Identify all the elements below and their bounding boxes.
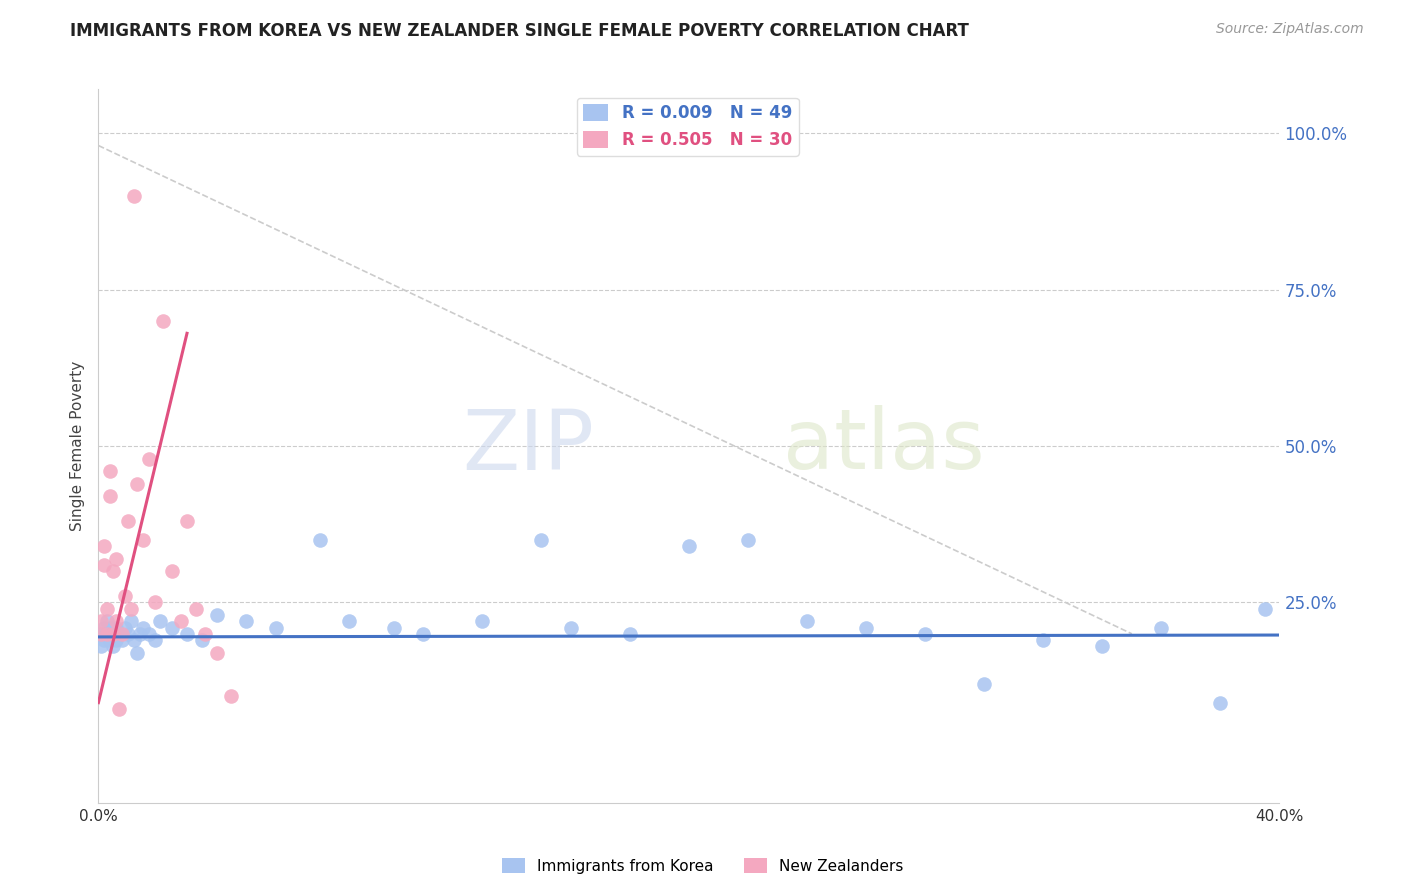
- Legend: Immigrants from Korea, New Zealanders: Immigrants from Korea, New Zealanders: [496, 852, 910, 880]
- Legend: R = 0.009   N = 49, R = 0.505   N = 30: R = 0.009 N = 49, R = 0.505 N = 30: [576, 97, 799, 155]
- Point: [114, 589, 136, 603]
- Point: [619, 627, 641, 641]
- Point: [678, 539, 700, 553]
- Point: [382, 621, 405, 635]
- Point: [170, 614, 193, 628]
- Text: Source: ZipAtlas.com: Source: ZipAtlas.com: [1216, 22, 1364, 37]
- Point: [176, 627, 198, 641]
- Point: [98, 621, 121, 635]
- Point: [120, 614, 142, 628]
- Text: 0.0%: 0.0%: [79, 809, 118, 824]
- Text: 40.0%: 40.0%: [1256, 809, 1303, 824]
- Point: [125, 476, 148, 491]
- Point: [530, 533, 553, 547]
- Point: [973, 677, 995, 691]
- Point: [93, 558, 115, 572]
- Point: [796, 614, 818, 628]
- Point: [103, 627, 125, 641]
- Point: [184, 601, 207, 615]
- Point: [138, 451, 160, 466]
- Point: [162, 621, 183, 635]
- Point: [914, 627, 936, 641]
- Point: [93, 633, 115, 648]
- Text: IMMIGRANTS FROM KOREA VS NEW ZEALANDER SINGLE FEMALE POVERTY CORRELATION CHART: IMMIGRANTS FROM KOREA VS NEW ZEALANDER S…: [70, 22, 969, 40]
- Point: [105, 621, 128, 635]
- Point: [98, 633, 121, 648]
- Point: [90, 614, 112, 628]
- Point: [1209, 696, 1232, 710]
- Point: [1254, 601, 1277, 615]
- Point: [138, 627, 160, 641]
- Point: [191, 633, 214, 648]
- Point: [105, 614, 128, 628]
- Point: [162, 564, 183, 578]
- Point: [471, 614, 494, 628]
- Point: [1091, 640, 1114, 654]
- Point: [90, 627, 112, 641]
- Point: [855, 621, 877, 635]
- Point: [103, 564, 125, 578]
- Point: [117, 627, 139, 641]
- Point: [412, 627, 434, 641]
- Point: [96, 627, 118, 641]
- Point: [96, 601, 118, 615]
- Point: [176, 514, 198, 528]
- Point: [122, 188, 145, 202]
- Point: [103, 640, 125, 654]
- Point: [264, 621, 287, 635]
- Point: [143, 595, 166, 609]
- Point: [128, 627, 150, 641]
- Point: [309, 533, 332, 547]
- Point: [235, 614, 257, 628]
- Point: [132, 621, 155, 635]
- Point: [143, 633, 166, 648]
- Point: [125, 646, 148, 660]
- Point: [105, 633, 128, 648]
- Point: [108, 702, 131, 716]
- Point: [194, 627, 217, 641]
- Point: [114, 621, 136, 635]
- Point: [108, 627, 131, 641]
- Point: [205, 607, 228, 622]
- Point: [120, 601, 142, 615]
- Point: [152, 314, 174, 328]
- Text: atlas: atlas: [783, 406, 986, 486]
- Point: [93, 539, 115, 553]
- Point: [93, 621, 115, 635]
- Point: [96, 627, 118, 641]
- Point: [90, 640, 112, 654]
- Point: [90, 627, 112, 641]
- Point: [98, 489, 121, 503]
- Point: [132, 533, 155, 547]
- Point: [96, 614, 118, 628]
- Point: [219, 690, 242, 704]
- Point: [149, 614, 172, 628]
- Point: [103, 627, 125, 641]
- Point: [1150, 621, 1173, 635]
- Point: [560, 621, 582, 635]
- Point: [111, 633, 134, 648]
- Point: [737, 533, 759, 547]
- Point: [339, 614, 360, 628]
- Point: [1032, 633, 1054, 648]
- Point: [98, 464, 121, 478]
- Point: [117, 514, 139, 528]
- Point: [105, 551, 128, 566]
- Text: ZIP: ZIP: [463, 406, 595, 486]
- Point: [205, 646, 228, 660]
- Point: [111, 627, 134, 641]
- Point: [122, 633, 145, 648]
- Y-axis label: Single Female Poverty: Single Female Poverty: [69, 361, 84, 531]
